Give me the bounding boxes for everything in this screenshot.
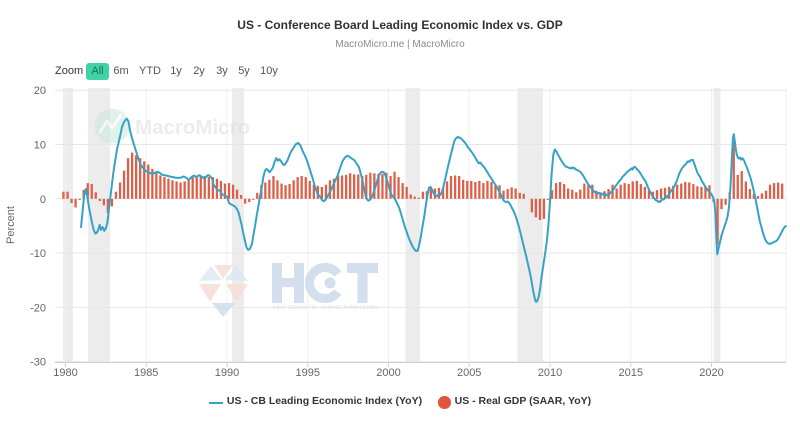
svg-text:2005: 2005 xyxy=(457,367,481,379)
svg-text:10: 10 xyxy=(34,140,46,152)
svg-text:-30: -30 xyxy=(30,357,46,369)
svg-text:MacroMicro: MacroMicro xyxy=(135,116,250,139)
svg-text:-10: -10 xyxy=(30,248,46,260)
svg-text:1985: 1985 xyxy=(134,367,158,379)
svg-text:20: 20 xyxy=(34,85,46,97)
svg-text:0: 0 xyxy=(40,194,46,206)
svg-text:1980: 1980 xyxy=(53,367,77,379)
svg-text:2000: 2000 xyxy=(376,367,400,379)
svg-text:1995: 1995 xyxy=(296,367,320,379)
svg-text:KIEN TAO GIA TRI - CHIA SE THA: KIEN TAO GIA TRI - CHIA SE THANH CONG xyxy=(273,305,378,311)
svg-text:1990: 1990 xyxy=(215,367,239,379)
svg-text:Percent: Percent xyxy=(5,206,17,244)
svg-text:2010: 2010 xyxy=(538,367,562,379)
svg-text:2020: 2020 xyxy=(699,367,723,379)
svg-text:-20: -20 xyxy=(30,302,46,314)
svg-text:2015: 2015 xyxy=(619,367,643,379)
